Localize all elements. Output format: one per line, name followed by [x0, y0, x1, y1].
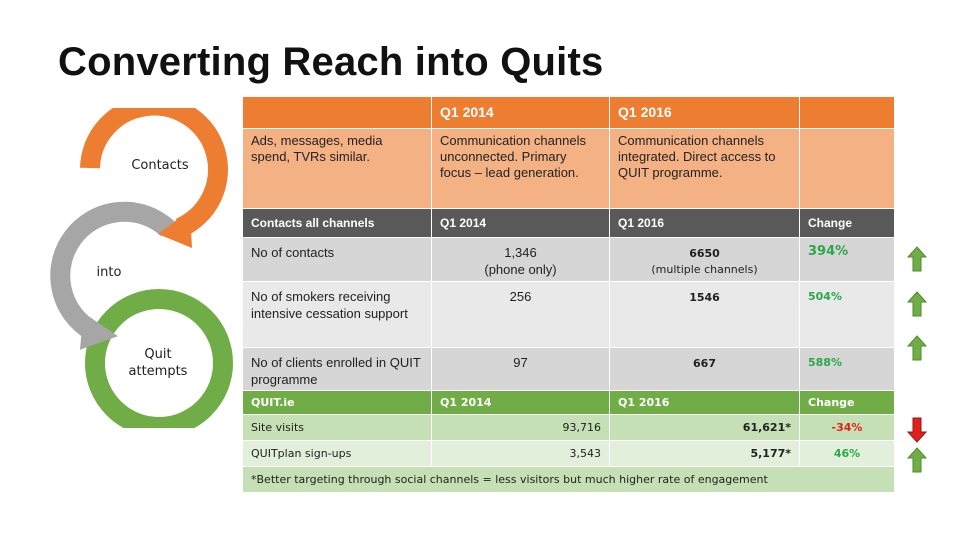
- up-arrow-icon: [907, 246, 927, 272]
- footnote: *Better targeting through social channel…: [242, 466, 895, 493]
- cycle-label-into: into: [96, 265, 122, 280]
- contacts-header-cell: Contacts all channels: [242, 208, 432, 238]
- q1-2016-value: 6650: [689, 247, 720, 260]
- quit-attempts-ring: [85, 289, 233, 437]
- q1-2014-value: 256: [431, 281, 610, 348]
- up-arrow-icon: [907, 335, 927, 361]
- context-row: Ads, messages, media spend, TVRs similar…: [242, 128, 895, 209]
- contacts-header-cell: Change: [799, 208, 895, 238]
- q1-2014-value: 3,543: [431, 440, 610, 467]
- into-arrowhead: [79, 312, 118, 350]
- cycle-diagram: Contacts into Quit attempts: [40, 95, 240, 437]
- contacts-arc: [80, 95, 228, 238]
- table-row: QUITplan sign-ups 3,543 5,177* 46%: [242, 440, 895, 467]
- q1-2014-note: (phone only): [484, 262, 557, 277]
- quit-header-cell: Q1 2016: [609, 390, 800, 415]
- q1-2016-cell: 6650 (multiple channels): [609, 237, 800, 282]
- q1-2014-cell: 1,346 (phone only): [431, 237, 610, 282]
- q1-2016-value: 667: [609, 347, 800, 395]
- context-header-row: Q1 2014 Q1 2016: [242, 96, 895, 129]
- quit-header-cell: Change: [799, 390, 895, 415]
- q1-2016-value: 61,621*: [609, 414, 800, 441]
- row-label: No of contacts: [242, 237, 432, 282]
- contacts-header-row: Contacts all channels Q1 2014 Q1 2016 Ch…: [242, 208, 895, 238]
- q1-2014-value: 93,716: [431, 414, 610, 441]
- change-value: 46%: [799, 440, 895, 467]
- row-label: No of clients enrolled in QUIT programme: [242, 347, 432, 395]
- up-arrow-icon: [907, 447, 927, 473]
- context-cell: Communication channels unconnected. Prim…: [431, 128, 610, 209]
- quit-header-row: QUIT.ie Q1 2014 Q1 2016 Change: [242, 390, 895, 415]
- quit-header-cell: Q1 2014: [431, 390, 610, 415]
- context-header-cell: Q1 2016: [609, 96, 800, 129]
- q1-2016-note: (multiple channels): [651, 263, 758, 276]
- contacts-header-cell: Q1 2014: [431, 208, 610, 238]
- context-header-cell: [799, 96, 895, 129]
- into-arc: [50, 201, 175, 340]
- q1-2014-value: 97: [431, 347, 610, 395]
- change-value: -34%: [799, 414, 895, 441]
- change-value: 588%: [799, 347, 895, 395]
- table-row: Site visits 93,716 61,621* -34%: [242, 414, 895, 441]
- change-value: 504%: [799, 281, 895, 348]
- row-label: QUITplan sign-ups: [242, 440, 432, 467]
- context-header-cell: [242, 96, 432, 129]
- contacts-arrowhead: [158, 210, 192, 248]
- contacts-header-cell: Q1 2016: [609, 208, 800, 238]
- quit-ie-table: QUIT.ie Q1 2014 Q1 2016 Change Site visi…: [242, 390, 895, 493]
- quit-header-cell: QUIT.ie: [242, 390, 432, 415]
- q1-2014-value: 1,346: [504, 245, 537, 260]
- footnote-row: *Better targeting through social channel…: [242, 466, 895, 493]
- up-arrow-icon: [907, 291, 927, 317]
- table-row: No of smokers receiving intensive cessat…: [242, 281, 895, 348]
- q1-2016-value: 5,177*: [609, 440, 800, 467]
- context-cell: Communication channels integrated. Direc…: [609, 128, 800, 209]
- context-table: Q1 2014 Q1 2016 Ads, messages, media spe…: [242, 96, 895, 209]
- table-row: No of contacts 1,346 (phone only) 6650 (…: [242, 237, 895, 282]
- down-arrow-icon: [907, 417, 927, 443]
- slide-title: Converting Reach into Quits: [58, 40, 604, 84]
- cycle-label-contacts: Contacts: [131, 158, 189, 173]
- change-value: 394%: [799, 237, 895, 282]
- cycle-arrows: [50, 95, 233, 437]
- q1-2016-value: 1546: [609, 281, 800, 348]
- context-cell: [799, 128, 895, 209]
- context-cell: Ads, messages, media spend, TVRs similar…: [242, 128, 432, 209]
- row-label: No of smokers receiving intensive cessat…: [242, 281, 432, 348]
- table-row: No of clients enrolled in QUIT programme…: [242, 347, 895, 395]
- row-label: Site visits: [242, 414, 432, 441]
- contacts-table: Contacts all channels Q1 2014 Q1 2016 Ch…: [242, 208, 895, 395]
- context-header-cell: Q1 2014: [431, 96, 610, 129]
- cycle-label-quit-attempts: Quit attempts: [128, 347, 188, 379]
